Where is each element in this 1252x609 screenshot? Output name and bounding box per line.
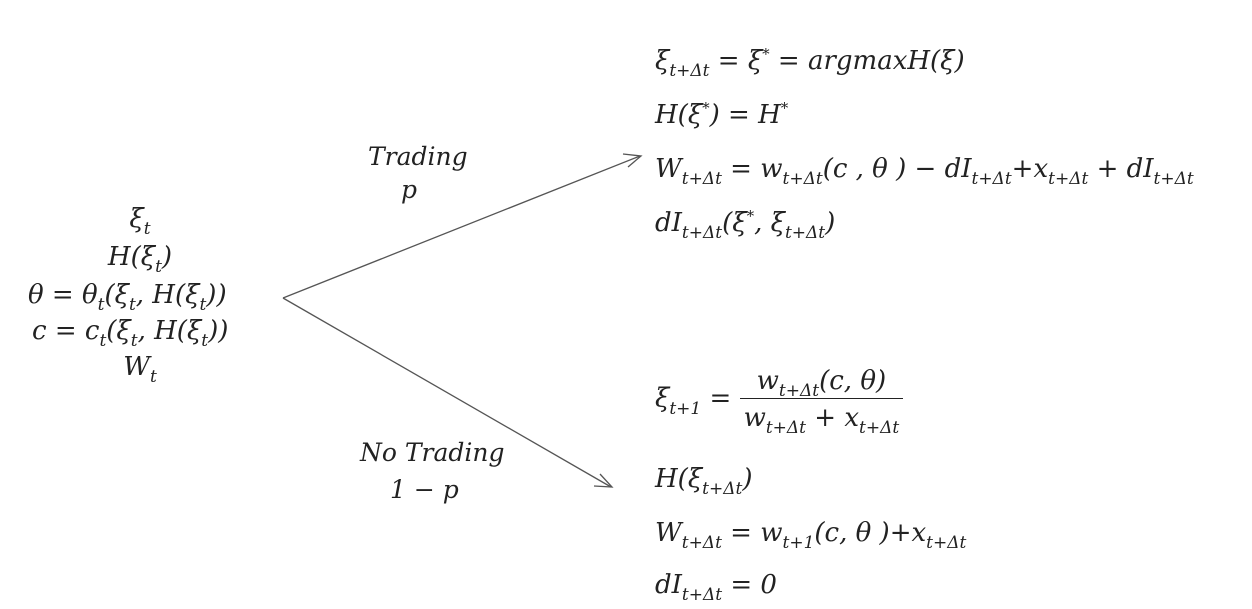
trading-entropy-equation: H(ξ*) = H* [655,99,789,130]
fraction-numerator: wt+Δt(c, θ) [739,368,904,400]
no-trading-xi-equation: ξt+1 = wt+Δt(c, θ) wt+Δt + xt+Δt [655,368,904,438]
trading-arrowhead [622,153,643,168]
fraction-denominator: wt+Δt + xt+Δt [743,403,900,438]
no-trading-cost-equation: dIt+Δt = 0 [655,570,777,605]
no-trading-label: No Trading [360,438,505,467]
trading-xi-equation: ξt+Δt = ξ* = argmaxH(ξ) [655,45,965,81]
trading-cost-equation: dIt+Δt(ξ*, ξt+Δt) [655,207,836,243]
trading-label: Trading [368,142,468,171]
no-trading-branch-line [282,297,612,488]
current-entropy: H(ξt) [107,242,173,277]
current-theta: θ = θt(ξt, H(ξt)) [28,280,227,315]
current-wealth: Wt [123,352,157,387]
no-trading-probability: 1 − p [390,475,459,504]
trading-wealth-equation: Wt+Δt = wt+Δt(c , θ ) − dIt+Δt+xt+Δt + d… [655,154,1194,189]
no-trading-entropy: H(ξt+Δt) [655,464,753,499]
trading-probability: p [401,175,418,204]
no-trading-wealth-equation: Wt+Δt = wt+1(c, θ )+xt+Δt [655,518,967,553]
trading-branch-line [282,155,641,299]
current-xi: ξt [129,204,151,239]
wealth-share-fraction: wt+Δt(c, θ) wt+Δt + xt+Δt [739,368,904,438]
current-consumption: c = ct(ξt, H(ξt)) [32,316,229,351]
no-trading-arrowhead [593,473,614,488]
